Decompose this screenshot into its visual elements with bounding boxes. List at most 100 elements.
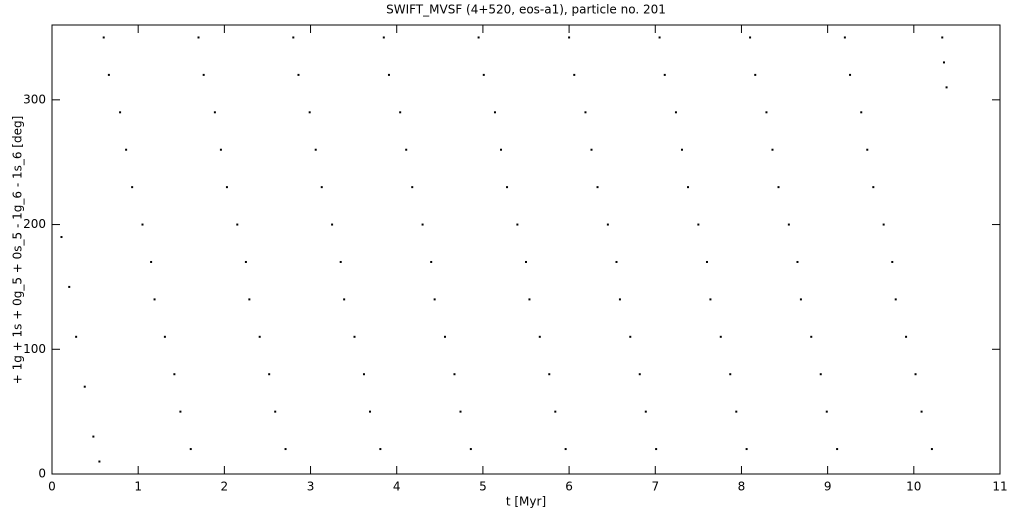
data-point <box>244 260 247 263</box>
data-point <box>655 448 658 451</box>
data-point <box>421 223 424 226</box>
data-point <box>705 260 708 263</box>
data-point <box>131 186 134 189</box>
data-point <box>596 186 599 189</box>
data-point <box>843 36 846 39</box>
data-point <box>629 335 632 338</box>
chart-title: SWIFT_MVSF (4+520, eos-a1), particle no.… <box>386 3 666 17</box>
data-point <box>810 335 813 338</box>
data-point <box>297 73 300 76</box>
data-point <box>525 260 527 263</box>
data-point <box>777 186 780 189</box>
data-point <box>765 111 768 114</box>
data-point <box>866 148 869 151</box>
data-point <box>860 111 863 114</box>
data-point <box>411 186 414 189</box>
y-tick-label: 300 <box>23 92 46 106</box>
data-point <box>891 260 894 263</box>
data-point <box>433 298 436 301</box>
data-point <box>248 298 251 301</box>
data-point <box>430 260 433 263</box>
data-point <box>644 410 647 413</box>
data-point <box>258 335 261 338</box>
data-point <box>638 373 641 376</box>
x-axis-label: t [Myr] <box>506 495 546 509</box>
x-tick-label: 10 <box>906 480 921 494</box>
data-point <box>538 335 541 338</box>
data-point <box>274 410 277 413</box>
data-point <box>482 73 485 76</box>
data-point <box>213 111 216 114</box>
data-point <box>500 148 503 151</box>
data-point <box>709 298 712 301</box>
data-point <box>179 410 182 413</box>
data-point <box>189 448 192 451</box>
data-point <box>331 223 334 226</box>
y-tick-label: 100 <box>23 342 46 356</box>
data-point <box>618 298 621 301</box>
data-point <box>506 186 509 189</box>
data-point <box>343 298 346 301</box>
data-point <box>894 298 897 301</box>
data-point <box>292 36 295 39</box>
data-point <box>882 223 885 226</box>
x-tick-label: 9 <box>824 480 832 494</box>
data-point <box>125 148 128 151</box>
data-point <box>477 36 480 39</box>
data-point <box>771 148 774 151</box>
data-point <box>573 73 576 76</box>
x-tick-label: 7 <box>651 480 659 494</box>
y-tick-label: 0 <box>38 467 46 481</box>
x-tick-label: 6 <box>565 480 573 494</box>
data-point <box>141 223 144 226</box>
data-point <box>719 335 722 338</box>
data-point <box>119 111 122 114</box>
data-point <box>697 223 700 226</box>
data-point <box>920 410 923 413</box>
data-point <box>745 448 748 451</box>
data-point <box>379 448 382 451</box>
data-point <box>796 260 799 263</box>
data-point <box>405 148 408 151</box>
data-point <box>75 335 78 338</box>
data-point <box>353 335 356 338</box>
y-tick-label: 200 <box>23 217 46 231</box>
data-point <box>493 111 496 114</box>
data-point <box>369 410 372 413</box>
data-point <box>150 260 153 263</box>
data-point <box>930 448 933 451</box>
data-point <box>914 373 917 376</box>
data-point <box>202 73 205 76</box>
plot-frame <box>51 24 1001 475</box>
data-point <box>825 410 828 413</box>
data-point <box>849 73 852 76</box>
data-point <box>674 111 677 114</box>
data-point <box>754 73 757 76</box>
data-point <box>98 460 101 463</box>
data-point <box>872 186 875 189</box>
data-point <box>320 186 323 189</box>
data-point <box>443 335 446 338</box>
data-point <box>314 148 317 151</box>
data-point <box>749 36 752 39</box>
data-point <box>469 448 472 451</box>
data-point <box>658 36 661 39</box>
data-point <box>308 111 311 114</box>
data-point <box>836 448 839 451</box>
data-point <box>225 186 228 189</box>
data-point <box>68 285 71 288</box>
data-point <box>197 36 200 39</box>
data-point <box>615 260 618 263</box>
data-point <box>729 373 732 376</box>
data-point <box>942 61 945 64</box>
data-point <box>387 73 390 76</box>
data-point <box>284 448 287 451</box>
data-point <box>236 223 239 226</box>
data-point <box>819 373 822 376</box>
data-point <box>554 410 557 413</box>
x-tick-label: 11 <box>992 480 1007 494</box>
data-point <box>399 111 402 114</box>
data-point <box>568 36 571 39</box>
